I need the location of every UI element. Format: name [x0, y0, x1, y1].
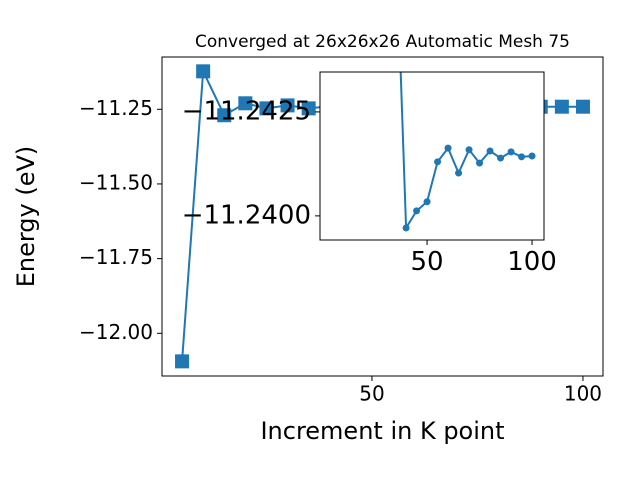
marker: [465, 146, 473, 154]
marker: [423, 198, 431, 206]
plot-background: [320, 72, 544, 240]
x-axis-label: Increment in K point: [260, 417, 504, 445]
axes-frame: [161, 56, 604, 377]
y-tick-label: −11.25: [79, 96, 153, 120]
marker: [413, 207, 421, 215]
marker: [175, 354, 190, 369]
marker: [434, 158, 442, 166]
chart-title: Converged at 26x26x26 Automatic Mesh 75: [195, 32, 570, 52]
x-tick-label: 100: [564, 382, 602, 406]
marker: [455, 169, 463, 177]
marker: [301, 101, 316, 116]
marker: [238, 96, 253, 111]
axes-frame: [319, 71, 545, 241]
x-tick-label: 100: [507, 247, 557, 277]
marker: [196, 64, 211, 79]
marker: [528, 152, 536, 160]
marker: [476, 159, 484, 167]
marker: [575, 99, 590, 114]
marker: [444, 144, 452, 152]
y-tick-label: −11.75: [79, 245, 153, 269]
marker: [486, 147, 494, 155]
plot-area: [399, 72, 536, 232]
marker: [554, 99, 569, 114]
marker: [217, 108, 232, 123]
y-tick-label: −11.50: [79, 170, 153, 194]
x-tick-label: 50: [411, 247, 444, 277]
y-axis-label: Energy (eV): [12, 146, 40, 288]
y-tick-label: −11.2400: [182, 200, 311, 230]
y-tick-label: −12.00: [79, 320, 153, 344]
marker: [280, 98, 295, 113]
marker: [259, 101, 274, 116]
marker: [402, 224, 410, 232]
y-tick-label: −11.2425: [182, 96, 311, 126]
x-tick-label: 50: [359, 382, 384, 406]
marker: [518, 153, 526, 161]
marker: [497, 154, 505, 162]
marker: [507, 148, 515, 156]
